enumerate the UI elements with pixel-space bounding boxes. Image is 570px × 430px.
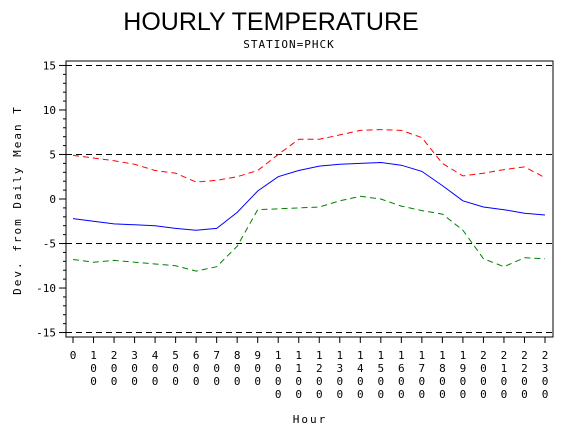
plot-area: -15 -10 -5 0 5 10 15 0 1 0 0 2 0 0 3 0 0 4 0 0 5 0 0 6 0 0 7 0 0 8 0 0 9… (36, 59, 554, 401)
y-tick-label: 0 (49, 193, 56, 206)
y-tick-label: -10 (36, 282, 56, 295)
plot-frame (65, 60, 554, 338)
x-tick-label: 0 (70, 349, 77, 362)
y-tick-label: 15 (43, 59, 56, 72)
y-tick-label: 5 (49, 148, 56, 161)
series-line-1 (72, 161, 546, 231)
series-line-0 (72, 129, 546, 183)
x-axis-label: Hour (293, 413, 328, 426)
chart-subtitle: STATION=PHCK (243, 38, 334, 51)
y-tick-label: -15 (36, 327, 56, 340)
series-line-2 (72, 195, 546, 272)
y-axis-label: Dev. from Daily Mean T (11, 105, 24, 295)
y-tick-label: 10 (43, 104, 56, 117)
y-tick-label: -5 (43, 238, 56, 251)
chart-title: HOURLY TEMPERATURE (123, 8, 418, 36)
